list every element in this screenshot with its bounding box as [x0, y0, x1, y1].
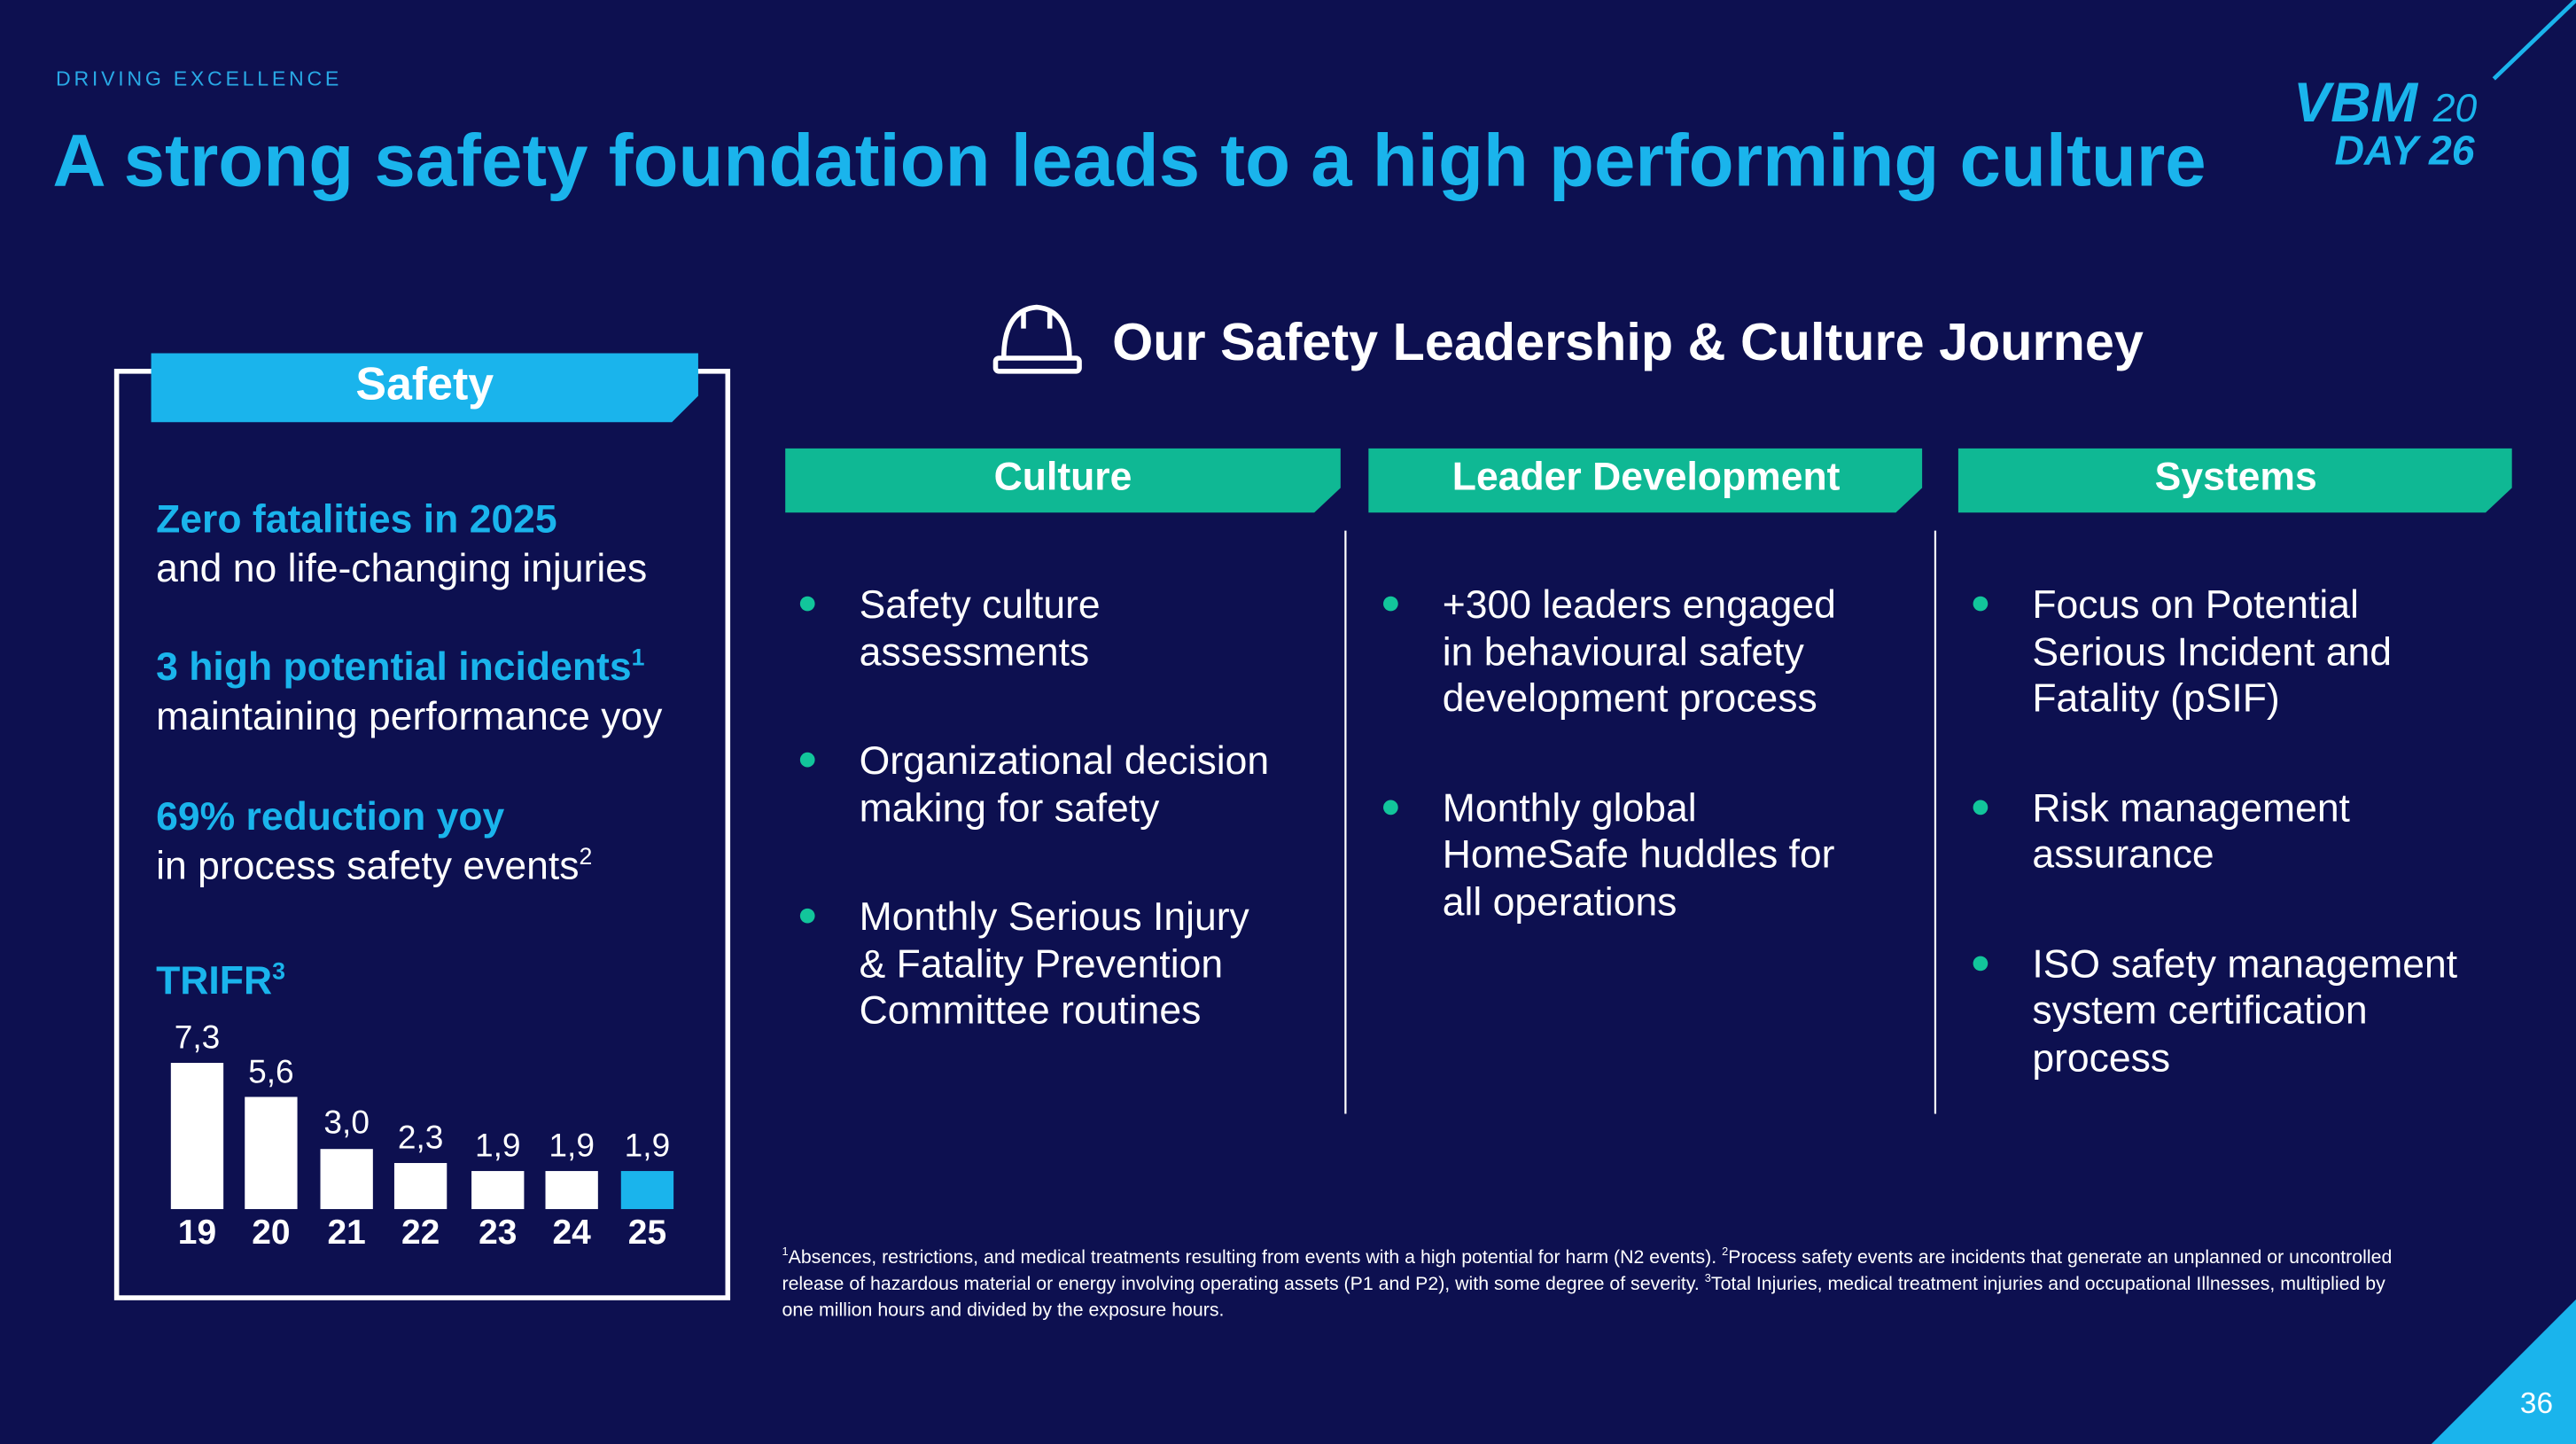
stat-text: in process safety events2	[156, 843, 723, 893]
value-label: 1,9	[624, 1128, 671, 1165]
value-label: 3,0	[323, 1106, 370, 1143]
footnotes: 1Absences, restrictions, and medical tre…	[782, 1245, 2416, 1324]
chart-title: TRIFR3	[156, 959, 285, 1005]
slide-title: A strong safety foundation leads to a hi…	[52, 118, 2206, 202]
footnote-mark: 1	[782, 1246, 789, 1259]
stat-body: maintaining performance yoy	[156, 694, 663, 739]
bar	[393, 1163, 447, 1209]
logo-number: 26	[2428, 128, 2475, 175]
footnote-text: Process safety events are incidents that…	[782, 1248, 2393, 1295]
bar	[170, 1063, 224, 1209]
list-item: Safety culture assessments	[799, 583, 1287, 677]
stat-text: and no life-changing injuries	[156, 545, 723, 595]
value-label: 7,3	[174, 1019, 221, 1057]
column-tab	[785, 448, 1341, 513]
value-label: 1,9	[549, 1128, 595, 1165]
logo: DAY 26	[2334, 129, 2474, 176]
bar	[620, 1171, 674, 1209]
corner-triangle	[2431, 1299, 2576, 1444]
footnote-ref: 1	[631, 645, 645, 672]
column-tab	[1368, 448, 1923, 513]
chart-title-text: TRIFR	[156, 959, 273, 1004]
logo-word: DAY	[2334, 128, 2418, 175]
list-item: Focus on Potential Serious Incident and …	[1973, 583, 2459, 723]
corner-line	[2492, 0, 2576, 81]
value-label: 1,9	[474, 1128, 521, 1165]
stat-highlight-text: Zero fatalities in 2025	[156, 497, 557, 542]
column-list: Focus on Potential Serious Incident and …	[1973, 583, 2459, 1145]
stat-highlight-text: 69% reduction yoy	[156, 794, 505, 840]
stat-highlight: 69% reduction yoy	[156, 793, 723, 843]
bar	[320, 1149, 373, 1209]
logo-word: VBM	[2293, 72, 2418, 135]
list-item: Monthly global HomeSafe huddles for all …	[1383, 786, 1870, 926]
list-item: ISO safety management system certificati…	[1973, 942, 2459, 1082]
footnote-text: Absences, restrictions, and medical trea…	[788, 1248, 1717, 1268]
column-list: Safety culture assessments Organizational…	[799, 583, 1287, 1098]
stat-text: maintaining performance yoy	[156, 693, 723, 743]
column-title: Systems	[2154, 455, 2317, 500]
list-item: +300 leaders engaged in behavioural safe…	[1383, 583, 1870, 723]
x-tick-label: 19	[177, 1214, 217, 1253]
stat-highlight-text: 3 high potential incidents	[156, 645, 632, 691]
safety-title: Safety	[355, 358, 494, 410]
list-item: Risk management assurance	[1973, 786, 2459, 880]
kicker: DRIVING EXCELLENCE	[56, 66, 343, 90]
stat: 3 high potential incidents1 maintaining p…	[156, 644, 723, 742]
list-item: Monthly Serious Injury & Fatality Preven…	[799, 895, 1287, 1035]
stat-body: and no life-changing injuries	[156, 547, 648, 592]
footnote-mark: 2	[1722, 1246, 1729, 1259]
column-list: +300 leaders engaged in behavioural safe…	[1383, 583, 1870, 989]
stat-highlight: 3 high potential incidents1	[156, 644, 723, 693]
safety-tab	[151, 353, 698, 423]
footnote-text: Total Injuries, medical treatment injuri…	[782, 1275, 2385, 1322]
footnote-mark: 3	[1704, 1273, 1711, 1285]
helmet-icon	[992, 304, 1082, 374]
x-tick-label: 21	[327, 1214, 366, 1253]
x-tick-label: 20	[252, 1214, 291, 1253]
x-tick-label: 22	[401, 1214, 440, 1253]
list-item: Organizational decision making for safet…	[799, 739, 1287, 833]
value-label: 5,6	[248, 1054, 294, 1091]
column-title: Culture	[993, 455, 1132, 500]
column-tab	[1957, 448, 2512, 513]
x-tick-label: 25	[627, 1214, 667, 1253]
x-tick-label: 24	[552, 1214, 591, 1253]
logo: VBM 20	[2293, 73, 2477, 137]
stat: Zero fatalities in 2025 and no life-chang…	[156, 496, 723, 595]
footnote-ref: 3	[272, 959, 285, 986]
stat-body: in process safety events	[156, 844, 580, 889]
logo-number: 20	[2432, 87, 2478, 132]
page-number: 36	[2519, 1386, 2554, 1420]
value-label: 2,3	[397, 1120, 444, 1157]
journey-title: Our Safety Leadership & Culture Journey	[1112, 312, 2144, 371]
bar	[471, 1171, 525, 1209]
stat-highlight: Zero fatalities in 2025	[156, 496, 723, 546]
x-tick-label: 23	[479, 1214, 518, 1253]
stat: 69% reduction yoy in process safety event…	[156, 793, 723, 892]
footnote-ref: 2	[579, 844, 593, 871]
column-title: Leader Development	[1451, 455, 1841, 500]
bar	[545, 1171, 598, 1209]
bar	[245, 1097, 298, 1209]
